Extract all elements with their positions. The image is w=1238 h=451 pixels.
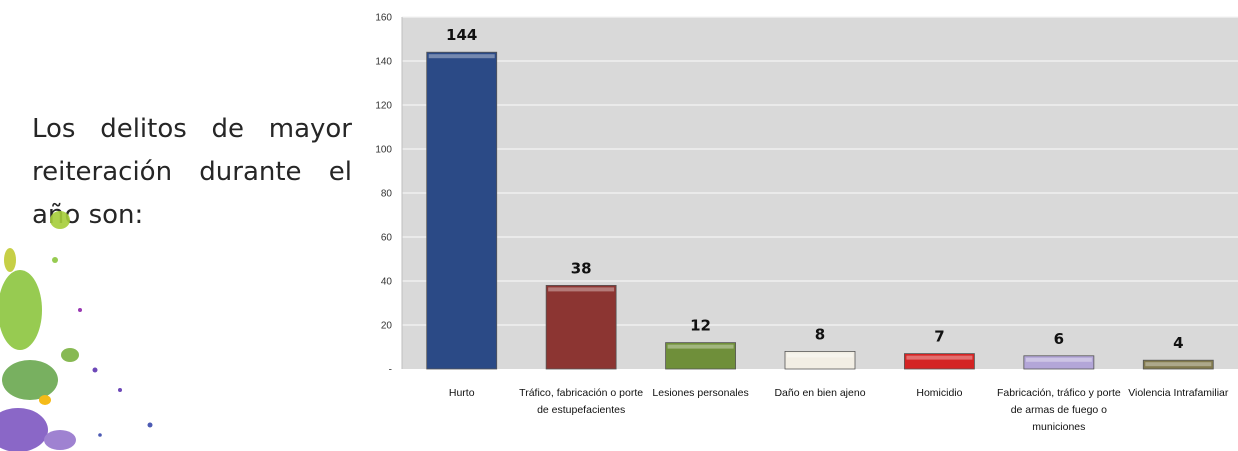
x-axis: Hurto Tráfico, fabricación o porte de estu…	[449, 387, 1229, 433]
y-tick-label: 60	[381, 233, 393, 244]
bar	[545, 284, 617, 370]
y-tick-label: 20	[381, 321, 393, 332]
y-tick-label: -	[389, 365, 392, 376]
x-tick-label: Homicidio	[916, 387, 962, 399]
intro-text: Los delitos de mayor reiteración durante…	[32, 114, 352, 230]
x-tick-label-line: de estupefacientes	[537, 404, 625, 416]
bar-highlight	[906, 355, 973, 360]
bar-highlight	[1145, 362, 1212, 367]
data-label: 144	[446, 26, 477, 44]
y-tick-label: 160	[375, 13, 392, 24]
bar	[665, 342, 736, 370]
data-label: 12	[690, 317, 711, 335]
gridlines	[402, 16, 1238, 326]
bar-highlight	[428, 54, 495, 59]
x-tick-label-line: Hurto	[449, 387, 475, 399]
x-tick-label: Violencia Intrafamiliar	[1128, 387, 1229, 399]
x-tick-label-line: Violencia Intrafamiliar	[1128, 387, 1229, 399]
bar-highlight	[667, 344, 734, 349]
data-label: 4	[1173, 334, 1183, 352]
bars	[426, 51, 1214, 370]
bar-chart: - 20 40 60 80 100 120 140 160 144 38 12 8 7 6 4 Hurto T…	[375, 13, 1238, 433]
x-tick-label: Hurto	[449, 387, 475, 399]
bar-highlight	[787, 353, 853, 358]
data-label: 38	[571, 259, 592, 277]
x-tick-label-line: Fabricación, tráfico y porte	[997, 387, 1121, 399]
bar	[904, 353, 975, 370]
y-tick-label: 40	[381, 277, 393, 288]
data-labels: 144 38 12 8 7 6 4	[446, 26, 1183, 352]
x-tick-label-line: Tráfico, fabricación o porte	[519, 387, 643, 399]
x-tick-label-line: de armas de fuego o	[1011, 404, 1107, 416]
paint-splash-decoration	[0, 211, 153, 451]
x-tick-label: Daño en bien ajeno	[774, 387, 865, 399]
x-tick-label: Lesiones personales	[652, 387, 748, 399]
bar	[784, 350, 856, 370]
data-label: 8	[815, 325, 825, 343]
x-tick-label: Fabricación, tráfico y porte de armas de …	[997, 387, 1121, 433]
bar	[1023, 355, 1095, 370]
x-tick-label-line: Lesiones personales	[652, 387, 748, 399]
data-label: 7	[934, 328, 944, 346]
y-tick-label: 80	[381, 189, 393, 200]
y-tick-label: 140	[375, 57, 392, 68]
x-tick-label-line: Daño en bien ajeno	[774, 387, 865, 399]
bar	[426, 51, 498, 370]
data-label: 6	[1054, 330, 1064, 348]
y-tick-label: 120	[375, 101, 392, 112]
x-tick-label-line: Homicidio	[916, 387, 962, 399]
bar-highlight	[1025, 357, 1092, 362]
y-tick-label: 100	[375, 145, 392, 156]
y-axis: - 20 40 60 80 100 120 140 160	[375, 13, 403, 376]
bar-highlight	[548, 287, 615, 292]
bar	[1142, 359, 1214, 370]
x-tick-label-line: municiones	[1032, 421, 1085, 433]
x-tick-label: Tráfico, fabricación o porte de estupefac…	[519, 387, 643, 416]
